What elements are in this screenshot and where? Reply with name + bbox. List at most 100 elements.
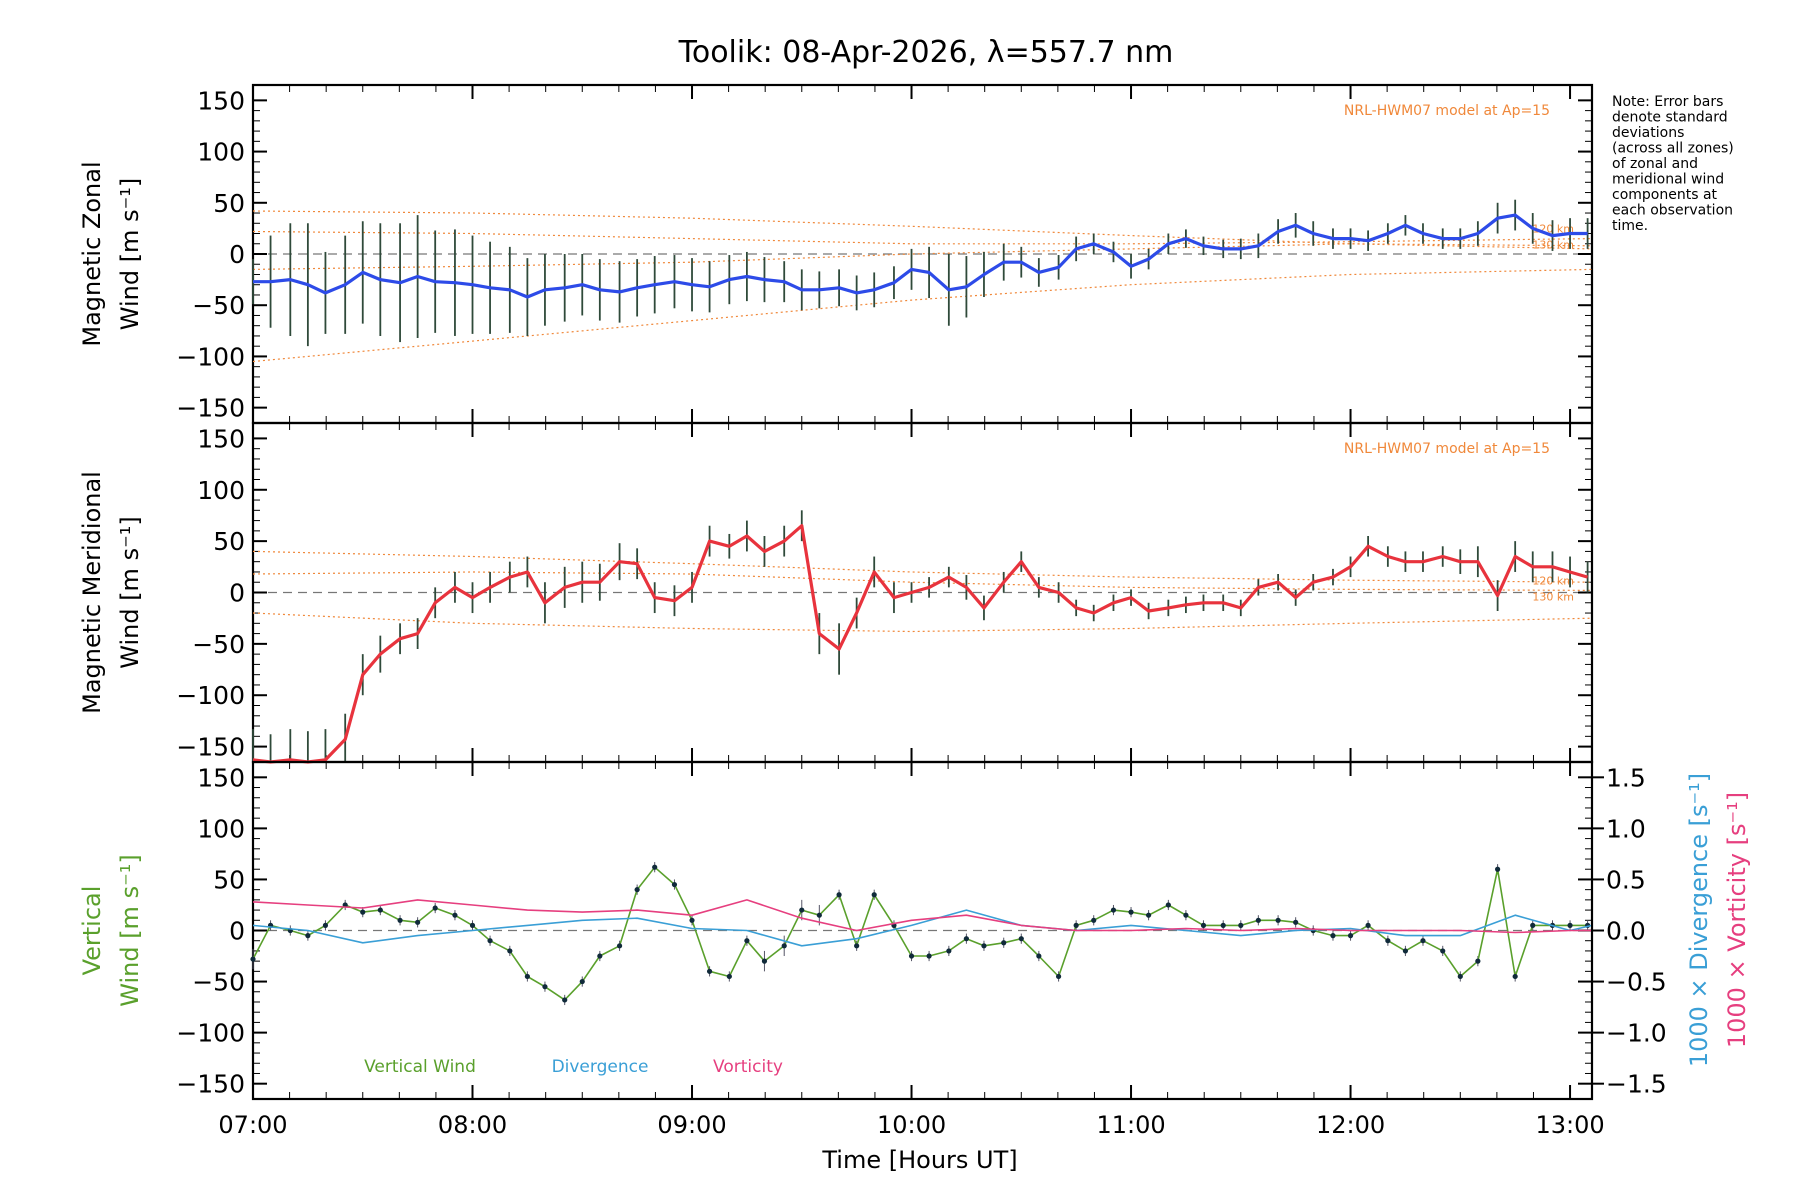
y-tick-label: −50 <box>192 291 245 320</box>
data-point <box>908 953 915 959</box>
data-point <box>250 956 256 962</box>
data-point <box>671 881 678 888</box>
series-line-vertical-wind <box>252 866 1588 1001</box>
y-tick-label: 150 <box>197 86 245 115</box>
data-point <box>1018 936 1024 942</box>
x-tick-label: 13:00 <box>1535 1111 1604 1139</box>
data-point <box>744 938 750 944</box>
y-tick-label: 150 <box>197 424 245 453</box>
note-line: denote standard <box>1612 110 1728 126</box>
note-line: time. <box>1612 218 1648 234</box>
vertical-wind-panel: 150 100 50 0 −50 −100 −150 Vertical Wind [m s⁻¹]… <box>78 760 1751 1139</box>
data-point <box>981 943 987 949</box>
data-point <box>1365 922 1371 928</box>
data-point <box>1530 922 1536 928</box>
data-point <box>706 968 713 974</box>
y-tick-label: −100 <box>176 1019 245 1048</box>
data-point <box>1145 912 1152 918</box>
data-point <box>1091 917 1097 923</box>
data-point <box>1238 922 1244 928</box>
data-point <box>1255 917 1261 923</box>
data-point <box>1293 919 1299 925</box>
note-line: deviations <box>1612 125 1684 141</box>
data-point <box>1183 912 1189 918</box>
right-y-tick-label: 1.0 <box>1606 814 1646 843</box>
y-tick-label: −50 <box>192 968 245 997</box>
data-point <box>1385 938 1391 944</box>
data-point <box>1275 917 1281 923</box>
zonal-wind-panel: 150 100 50 0 −50 −100 −150 Magnetic Zonal Wind [… <box>78 83 1594 425</box>
data-point <box>579 978 585 985</box>
x-axis-label: Time [Hours UT] <box>821 1146 1017 1174</box>
model-curve <box>252 612 1593 633</box>
data-point <box>689 917 695 923</box>
data-point <box>524 973 530 980</box>
model-curve <box>252 210 1593 250</box>
model-label: NRL-HWM07 model at Ap=15 <box>1344 441 1550 457</box>
right-y-tick-label: 0.0 <box>1606 917 1646 946</box>
data-point <box>377 907 383 913</box>
meridional-wind-panel: 150 100 50 0 −50 −100 −150 Magnetic Meridional W… <box>78 421 1594 764</box>
data-point <box>616 943 623 949</box>
note-line: components at <box>1612 187 1718 203</box>
legend-item: Vertical Wind <box>364 1057 476 1077</box>
data-point <box>1475 958 1481 964</box>
data-point <box>1165 902 1171 908</box>
right-y-tick-label: −0.5 <box>1606 968 1667 997</box>
data-point <box>726 973 732 980</box>
data-point <box>360 909 366 915</box>
vorticity-axis-label: 1000 × Vorticity [s⁻¹] <box>1723 792 1751 1048</box>
data-point <box>1457 973 1463 980</box>
data-point <box>305 933 311 939</box>
data-point <box>1330 933 1336 939</box>
y-tick-label: 100 <box>197 814 245 843</box>
note-line: (across all zones) <box>1612 141 1734 157</box>
data-point <box>1220 922 1226 928</box>
y-tick-label: 0 <box>229 240 245 269</box>
right-y-tick-label: 1.5 <box>1606 763 1646 792</box>
divergence-axis-label: 1000 × Divergence [s⁻¹] <box>1685 773 1713 1067</box>
zonal-y-axis-label: Wind [m s⁻¹] <box>116 178 144 330</box>
data-point <box>597 953 603 959</box>
series-line-mean-meridional-wind <box>252 524 1589 764</box>
series-line-mean-zonal-wind <box>253 213 1588 299</box>
data-point <box>415 919 421 925</box>
right-y-tick-label: −1.5 <box>1606 1070 1667 1099</box>
model-curve <box>252 243 1593 270</box>
data-point <box>781 943 787 949</box>
zonal-y-axis-label: Magnetic Zonal <box>78 161 106 346</box>
meridional-y-axis-label: Wind [m s⁻¹] <box>116 516 144 668</box>
data-point <box>1402 948 1409 954</box>
data-point <box>562 997 568 1003</box>
y-tick-label: −150 <box>176 733 245 762</box>
legend-item: Vorticity <box>713 1057 783 1077</box>
x-tick-label: 07:00 <box>218 1111 287 1139</box>
y-tick-label: 0 <box>229 917 245 946</box>
data-point <box>1567 922 1573 928</box>
right-y-tick-label: −1.0 <box>1606 1019 1667 1048</box>
data-point <box>452 912 458 918</box>
data-point <box>322 922 329 928</box>
data-point <box>432 905 438 911</box>
figure-title: Toolik: 08-Apr-2026, λ=557.7 nm <box>678 35 1174 70</box>
note-line: meridional wind <box>1612 172 1724 188</box>
data-point <box>1347 933 1354 939</box>
data-point <box>397 917 403 923</box>
model-label: NRL-HWM07 model at Ap=15 <box>1344 103 1550 119</box>
y-tick-label: −150 <box>176 1070 245 1099</box>
vertical-y-axis-label: Wind [m s⁻¹] <box>116 854 144 1006</box>
x-tick-label: 09:00 <box>657 1111 726 1139</box>
note-line: Note: Error bars <box>1612 94 1723 110</box>
data-point <box>871 892 877 898</box>
x-tick-label: 08:00 <box>438 1111 507 1139</box>
data-point <box>542 984 548 990</box>
right-y-tick-label: 0.5 <box>1606 865 1646 894</box>
y-tick-label: 50 <box>213 527 245 556</box>
data-point <box>854 943 860 949</box>
data-point <box>1440 948 1446 954</box>
data-point <box>926 953 932 959</box>
model-curve <box>252 268 1593 363</box>
x-tick-label: 11:00 <box>1096 1111 1165 1139</box>
